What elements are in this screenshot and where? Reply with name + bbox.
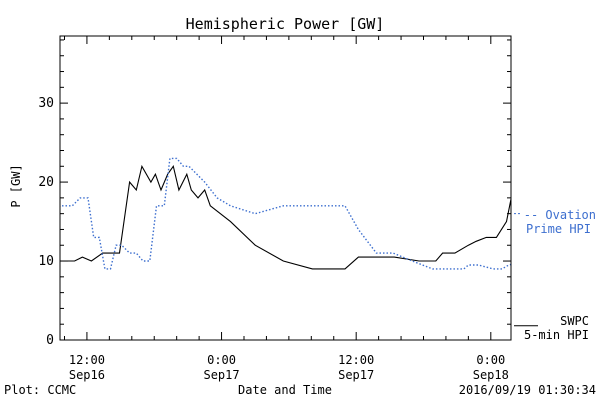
x-tick-label-date: Sep18 bbox=[473, 368, 509, 382]
series-line-swpc-hpi bbox=[60, 164, 511, 270]
y-axis: 0 10 20 30 bbox=[38, 39, 538, 348]
x-axis: 12:00Sep160:00Sep1712:00Sep170:00Sep1812… bbox=[63, 36, 509, 382]
x-tick-label-time: 12:00 bbox=[338, 353, 374, 367]
y-tick-label: 0 bbox=[46, 333, 54, 348]
x-tick-label-date: Sep17 bbox=[203, 368, 239, 382]
x-tick-label-time: 12:00 bbox=[69, 353, 105, 367]
y-tick-label: 10 bbox=[38, 254, 54, 269]
legend-swpc-line2: 5-min HPI bbox=[524, 328, 589, 342]
x-tick-label-date: Sep17 bbox=[338, 368, 374, 382]
x-tick-label-time: 0:00 bbox=[476, 353, 505, 367]
footer-right: 2016/09/19 01:30:34 bbox=[459, 383, 596, 397]
legend-ovation-line1: -- Ovation bbox=[524, 208, 596, 222]
x-axis-label: Date and Time bbox=[238, 383, 332, 397]
y-axis-label: P [GW] bbox=[9, 164, 23, 207]
chart-title: Hemispheric Power [GW] bbox=[186, 15, 385, 33]
plot-frame bbox=[59, 35, 512, 341]
series-layer bbox=[60, 157, 511, 270]
footer-left: Plot: CCMC bbox=[4, 383, 76, 397]
x-tick-label-date: Sep16 bbox=[69, 368, 105, 382]
y-tick-label: 20 bbox=[38, 175, 54, 190]
series-line-ovation-prime-hpi bbox=[60, 157, 511, 270]
x-tick-label-time: 0:00 bbox=[207, 353, 236, 367]
legend-swpc-line1: SWPC bbox=[560, 314, 589, 328]
legend-ovation-line2: Prime HPI bbox=[526, 222, 591, 236]
y-tick-label: 30 bbox=[38, 96, 54, 111]
